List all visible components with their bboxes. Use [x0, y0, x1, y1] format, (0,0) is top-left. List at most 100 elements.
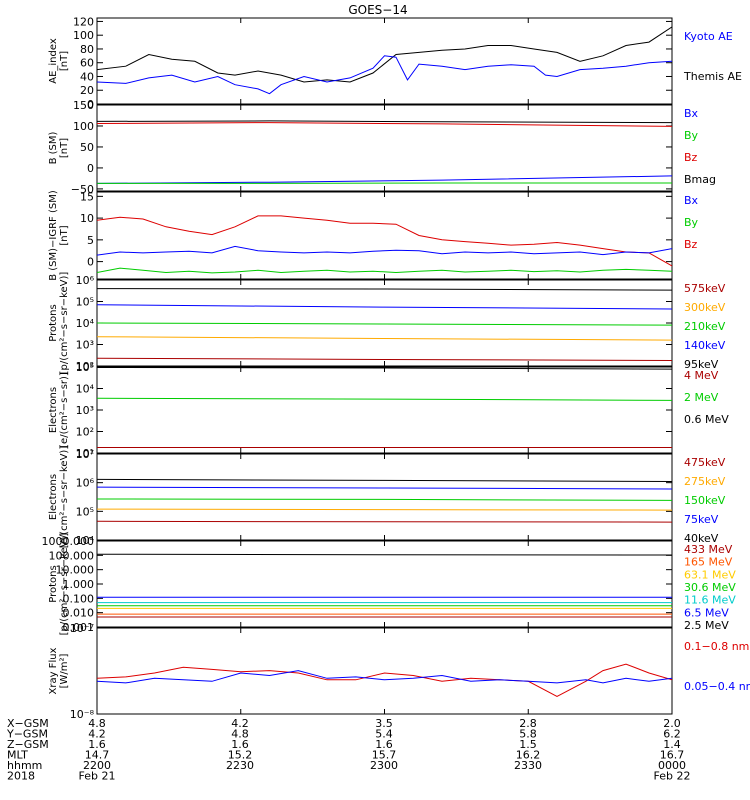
y-axis-label: Xray Flux — [48, 647, 59, 694]
y-tick-label: 60 — [80, 57, 94, 70]
ephemeris-value: 6.2 — [663, 728, 681, 741]
y-tick-label: 10³ — [76, 404, 94, 417]
ephemeris-value: 1.6 — [231, 738, 249, 751]
y-tick-label: 40 — [80, 70, 94, 83]
panel-frame — [96, 17, 673, 105]
legend-entry: Bz — [684, 238, 698, 251]
y-tick-label: 150 — [73, 99, 94, 112]
series-line — [97, 120, 672, 124]
y-tick-label: 10² — [76, 426, 94, 439]
panel-8: 10⁻⁸ 10⁻⁷ Xray Flux [W/m²] 0.1−0.8 nm 0.05−0.… — [48, 622, 750, 721]
series-line — [97, 486, 672, 490]
y-axis-label: AE_index — [48, 38, 59, 84]
ephemeris-label: hhmm — [7, 759, 42, 772]
y-axis-label: [nT] — [59, 138, 70, 158]
y-tick-label: 100.000 — [49, 549, 95, 562]
series-line — [97, 245, 672, 256]
series-line — [97, 55, 672, 95]
legend-entry: 63.1 MeV — [684, 568, 736, 581]
ephemeris-value: 1.5 — [519, 738, 537, 751]
ephemeris-value: 4.2 — [88, 728, 106, 741]
series-line — [97, 478, 672, 482]
y-tick-label: 100 — [73, 29, 94, 42]
y-axis-label: [p/(cm²−s−sr−keV)] — [59, 533, 70, 636]
series-line — [97, 357, 672, 361]
legend-entry: 30.6 MeV — [684, 581, 736, 594]
legend-entry: 475keV — [684, 456, 726, 469]
y-axis-label: B (SM) — [48, 131, 59, 164]
series-line — [97, 670, 672, 684]
panel-frame — [96, 191, 673, 280]
y-tick-label: 10⁻⁸ — [70, 708, 95, 721]
legend-entry: 210keV — [684, 320, 726, 333]
y-tick-label: 0.001 — [63, 621, 95, 634]
y-axis-label: [nT] — [59, 51, 70, 71]
y-tick-label: 10⁵ — [76, 296, 94, 309]
ephemeris-label: MLT — [7, 749, 28, 762]
ephemeris-value: Feb 22 — [654, 770, 691, 783]
legend-entry: Bx — [684, 194, 699, 207]
y-tick-label: 10⁴ — [76, 534, 95, 547]
y-tick-label: 15 — [80, 190, 94, 203]
ephemeris-value: 1.6 — [88, 738, 106, 751]
y-axis-label: [nT] — [59, 225, 70, 245]
legend-entry: 2 MeV — [684, 391, 719, 404]
y-tick-label: 0.010 — [63, 607, 95, 620]
panel-4: 10² 10³ 10⁴ 10⁵ 10⁶ Protons [p/(cm²−s−sr−keV)]… — [48, 272, 726, 375]
legend-entry: 4 MeV — [684, 369, 719, 382]
ephemeris-value: 4.2 — [231, 717, 249, 730]
y-axis-label: [e/(cm²−s−sr−keV)] — [59, 446, 70, 549]
y-tick-label: 50 — [80, 141, 94, 154]
series-line — [97, 322, 672, 326]
y-tick-label: 100 — [73, 120, 94, 133]
y-axis-label: [e/(cm²−s−sr)] — [59, 372, 70, 448]
ephemeris-value: 2200 — [83, 759, 111, 772]
y-tick-label: 10⁵ — [76, 361, 94, 374]
ephemeris-value: 15.7 — [372, 749, 397, 762]
y-tick-label: 10² — [76, 360, 94, 373]
y-tick-label: 10⁷ — [76, 448, 94, 461]
ephemeris-value: 4.8 — [231, 728, 249, 741]
ephemeris-value: Feb 21 — [79, 770, 116, 783]
ephemeris-value: 2300 — [370, 759, 398, 772]
ephemeris-label: X−GSM — [7, 717, 49, 730]
ephemeris-value: 3.5 — [375, 717, 393, 730]
y-tick-label: 10⁶ — [76, 274, 95, 287]
series-line — [97, 175, 672, 184]
y-axis-label: Protons — [48, 304, 59, 341]
ephemeris-value: 2.0 — [663, 717, 681, 730]
ephemeris-value: 16.7 — [660, 749, 685, 762]
y-tick-label: 0 — [87, 256, 94, 269]
legend-entry: By — [684, 129, 699, 142]
ephemeris-value: 5.8 — [519, 728, 537, 741]
y-tick-label: 0 — [87, 162, 94, 175]
legend-entry: 300keV — [684, 301, 726, 314]
ephemeris-value: 14.7 — [85, 749, 110, 762]
panel-frame — [96, 366, 673, 454]
legend-entry: Themis AE — [683, 70, 742, 83]
legend-entry: 433 MeV — [684, 543, 733, 556]
legend-entry: 275keV — [684, 475, 726, 488]
ephemeris-value: 16.2 — [516, 749, 541, 762]
panel-5: 10¹ 10² 10³ 10⁴ 10⁵ Electrons [e/(cm²−s−sr)] 4 … — [48, 361, 729, 460]
series-line — [97, 26, 672, 83]
legend-entry: 165 MeV — [684, 556, 733, 569]
ephemeris-value: 0000 — [658, 759, 686, 772]
ephemeris-table: X−GSM 4.8 4.2 3.5 2.8 2.0Y−GSM 4.2 4.8 5.4 5.8 6.2… — [6, 717, 690, 783]
y-tick-label: −50 — [71, 183, 94, 196]
legend-entry: 6.5 MeV — [684, 606, 729, 619]
legend-entry: 11.6 MeV — [684, 594, 736, 607]
y-tick-label: 10.000 — [56, 564, 95, 577]
y-tick-label: 1000.000 — [42, 535, 95, 548]
legend-entry: 150keV — [684, 494, 726, 507]
y-tick-label: 80 — [80, 43, 94, 56]
ephemeris-value: 1.4 — [663, 738, 681, 751]
y-tick-label: 10⁻⁷ — [70, 622, 94, 635]
y-tick-label: 5 — [87, 234, 94, 247]
legend-entry: 0.05−0.4 nm — [684, 680, 750, 693]
legend-entry: 575keV — [684, 282, 726, 295]
series-line — [97, 122, 672, 127]
